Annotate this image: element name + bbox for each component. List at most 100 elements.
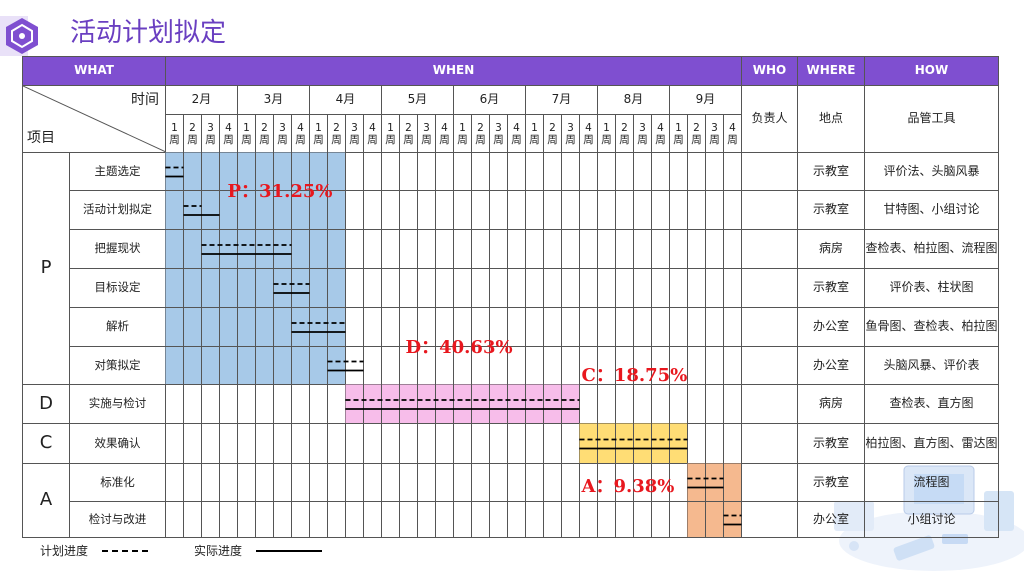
week-slot	[273, 463, 292, 502]
week-slot	[183, 152, 202, 191]
month-row: 时间 项目 2月 3月 4月 5月 6月 7月 8月 9月 负责人 地点 品管工具	[22, 84, 999, 153]
week-slot	[291, 463, 310, 502]
week-slot	[543, 384, 562, 424]
week-cell: 1周	[525, 114, 544, 153]
week-slot	[435, 190, 454, 230]
how-cell: 流程图	[864, 463, 999, 502]
week-slot	[507, 229, 526, 269]
week-slot	[561, 190, 580, 230]
week-slot	[525, 307, 544, 347]
week-slot	[309, 346, 328, 385]
week-slot	[201, 152, 220, 191]
week-slot	[723, 346, 742, 385]
week-slot	[219, 423, 238, 464]
month-cell: 9月	[669, 84, 742, 116]
week-slot	[561, 501, 580, 538]
week-slot	[345, 423, 364, 464]
week-slot	[615, 190, 634, 230]
week-slot	[453, 229, 472, 269]
week-slot	[345, 229, 364, 269]
week-slot	[363, 268, 382, 308]
task-row: 目标设定 示教室 评价表、柱状图	[23, 268, 999, 308]
week-slot	[597, 268, 616, 308]
week-cell: 3周	[417, 114, 436, 153]
task-row: 把握现状 病房 查检表、柏拉图、流程图	[23, 229, 999, 269]
week-slot	[309, 307, 328, 347]
week-slot	[615, 307, 634, 347]
week-slot	[561, 152, 580, 191]
week-slot	[723, 423, 742, 464]
week-slot	[273, 268, 292, 308]
task-name: 把握现状	[69, 229, 166, 269]
where-cell: 办公室	[797, 501, 865, 538]
week-slot	[219, 229, 238, 269]
week-slot	[381, 268, 400, 308]
week-slot	[201, 307, 220, 347]
week-slot	[615, 268, 634, 308]
week-slot	[435, 501, 454, 538]
week-slot	[327, 346, 346, 385]
task-name: 活动计划拟定	[69, 190, 166, 230]
legend: 计划进度 实际进度	[40, 542, 368, 559]
month-cell: 7月	[525, 84, 598, 116]
phase-label: D	[22, 384, 70, 424]
phase-percentage-d: D：40.63%	[405, 336, 513, 358]
who-cell	[741, 384, 798, 424]
how-cell: 甘特图、小组讨论	[864, 190, 999, 230]
week-cell: 3周	[345, 114, 364, 153]
week-slot	[507, 152, 526, 191]
week-slot	[327, 229, 346, 269]
week-slot	[579, 384, 598, 424]
week-slot	[363, 501, 382, 538]
week-slot	[237, 423, 256, 464]
task-name: 解析	[69, 307, 166, 347]
week-cell: 1周	[381, 114, 400, 153]
week-slot	[399, 190, 418, 230]
week-slot	[669, 501, 688, 538]
where-cell: 示教室	[797, 268, 865, 308]
week-slot	[363, 152, 382, 191]
week-slot	[345, 190, 364, 230]
week-slot	[345, 346, 364, 385]
week-slot	[363, 307, 382, 347]
week-slot	[183, 346, 202, 385]
week-slot	[309, 463, 328, 502]
week-slot	[237, 384, 256, 424]
week-slot	[579, 190, 598, 230]
item-label: 项目	[27, 129, 55, 146]
week-slot	[435, 229, 454, 269]
week-slot	[165, 463, 184, 502]
week-slot	[615, 384, 634, 424]
week-cell: 4周	[363, 114, 382, 153]
week-slot	[633, 229, 652, 269]
week-slot	[525, 190, 544, 230]
when-header: WHEN	[165, 56, 742, 86]
week-slot	[561, 384, 580, 424]
who-cell	[741, 501, 798, 538]
week-slot	[471, 268, 490, 308]
task-row: C 效果确认 示教室 柏拉图、直方图、雷达图	[22, 423, 999, 464]
week-slot	[687, 463, 706, 502]
week-slot	[525, 268, 544, 308]
week-slot	[543, 501, 562, 538]
week-slot	[471, 152, 490, 191]
week-cell: 3周	[633, 114, 652, 153]
week-slot	[723, 229, 742, 269]
week-slot	[543, 346, 562, 385]
week-slot	[633, 307, 652, 347]
week-slot	[597, 307, 616, 347]
week-slot	[723, 190, 742, 230]
week-slot	[327, 307, 346, 347]
week-slot	[381, 229, 400, 269]
week-cell: 4周	[219, 114, 238, 153]
week-slot	[543, 423, 562, 464]
week-slot	[669, 307, 688, 347]
task-row: 活动计划拟定 示教室 甘特图、小组讨论	[23, 190, 999, 230]
week-slot	[381, 463, 400, 502]
task-name: 实施与检讨	[69, 384, 166, 424]
week-slot	[633, 152, 652, 191]
week-slot	[219, 346, 238, 385]
week-slot	[363, 384, 382, 424]
week-slot	[399, 501, 418, 538]
week-slot	[291, 229, 310, 269]
